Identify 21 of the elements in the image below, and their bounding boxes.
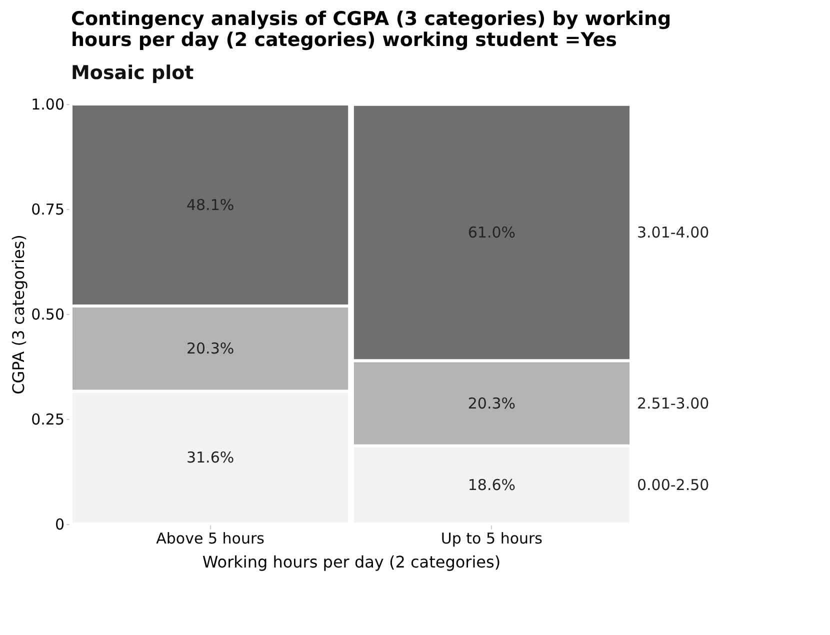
data-label: 20.3%	[186, 340, 234, 358]
data-label: 61.0%	[468, 224, 516, 242]
y-tick-label: 0	[54, 516, 64, 534]
data-label: 48.1%	[186, 196, 234, 214]
y-tick-label: 0.25	[31, 410, 64, 428]
y-tick-label: 0.50	[31, 306, 64, 324]
x-tick-label: Up to 5 hours	[440, 530, 543, 548]
text: Contingency analysis of CGPA (3 categories) by working	[71, 8, 672, 30]
x-tick-label: Above 5 hours	[156, 530, 265, 548]
series-label: 0.00-2.50	[637, 476, 710, 494]
x-axis-title: Working hours per day (2 categories)	[202, 552, 501, 572]
data-label: 20.3%	[468, 394, 516, 412]
series-label: 2.51-3.00	[637, 394, 710, 412]
y-axis-title: CGPA (3 categories)	[9, 234, 28, 394]
chart-subtitle: Mosaic plot	[71, 62, 194, 84]
y-tick-label: 1.00	[31, 96, 64, 114]
text: hours per day (2 categories) working student =Yes	[71, 29, 617, 51]
series-label: 3.01-4.00	[637, 224, 710, 242]
data-label: 18.6%	[468, 476, 516, 494]
data-label: 31.6%	[186, 448, 234, 467]
y-tick-label: 0.75	[31, 200, 64, 218]
